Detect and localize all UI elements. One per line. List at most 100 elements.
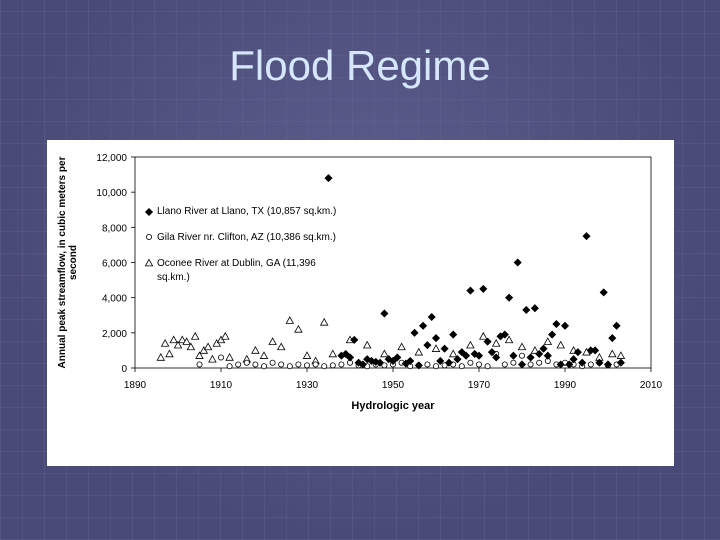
triangle-marker (397, 342, 406, 351)
y-tick-label: 0 (121, 364, 127, 375)
diamond-marker (384, 355, 393, 364)
triangle-marker (259, 351, 269, 359)
diamond-marker (380, 309, 389, 318)
diamond-marker (595, 358, 604, 367)
diamond-marker (513, 258, 522, 267)
circle-marker (146, 234, 153, 241)
diamond-marker (444, 358, 454, 367)
legend-label: Llano River at Llano, TX (10,857 sq.km.) (157, 206, 336, 217)
triangle-marker (302, 351, 312, 359)
y-tick-label: 8,000 (102, 223, 127, 234)
circle-marker (312, 361, 319, 368)
diamond-marker (363, 355, 372, 364)
y-tick-label: 4,000 (102, 294, 127, 305)
x-tick-label: 1950 (382, 380, 405, 391)
triangle-marker (362, 340, 372, 349)
x-tick-label: 1910 (210, 380, 233, 391)
diamond-marker (565, 360, 574, 369)
legend-bg (139, 226, 411, 284)
diamond-marker (375, 358, 385, 367)
diamond-marker (423, 340, 432, 350)
diamond-marker (410, 328, 419, 337)
diamond-marker (418, 321, 428, 330)
diamond-marker (393, 353, 402, 362)
triangle-marker (504, 335, 514, 344)
circle-marker (527, 361, 534, 368)
circle-marker (260, 363, 267, 370)
triangle-marker (169, 335, 178, 344)
diamond-marker (457, 348, 466, 357)
diamond-marker (517, 360, 527, 369)
diamond-marker (350, 335, 359, 345)
triangle-marker (160, 338, 170, 347)
triangle-marker (543, 337, 553, 345)
diamond-marker (573, 348, 583, 357)
triangle-marker (173, 340, 183, 349)
diamond-marker (535, 349, 544, 359)
y-axis-title: Annual peak streamflow, in cubic meters … (57, 156, 79, 368)
diamond-marker (578, 358, 587, 367)
triangle-marker (165, 349, 174, 358)
triangle-marker (294, 324, 303, 333)
x-tick-label: 1890 (124, 380, 147, 391)
series-diamond (324, 173, 626, 370)
triangle-marker (203, 342, 213, 351)
triangle-marker (556, 340, 565, 349)
triangle-marker (431, 344, 441, 352)
y-tick-label: 2,000 (102, 329, 127, 340)
chart-panel: 12,000 10,000 8,000 6,000 4,000 2,000 0 1890 19… (47, 140, 674, 466)
triangle-marker (190, 331, 200, 340)
x-axis-title: Hydrologic year (351, 400, 435, 412)
diamond-marker (552, 319, 561, 329)
y-axis-title-line-2: second (68, 245, 79, 280)
triangle-marker (616, 351, 626, 359)
y-axis-title-line-1: Annual peak streamflow, in cubic meters … (57, 156, 68, 368)
diamond-marker (539, 344, 548, 353)
circle-marker (475, 361, 482, 368)
circle-marker (510, 359, 517, 366)
triangle-marker (144, 258, 154, 267)
triangle-marker (251, 345, 260, 354)
diamond-marker (345, 353, 355, 362)
circle-marker (536, 359, 543, 366)
triangle-marker (182, 337, 191, 345)
diamond-marker (500, 330, 509, 339)
triangle-marker (380, 349, 389, 358)
diamond-marker (616, 358, 626, 367)
circle-marker (458, 363, 465, 370)
circle-marker (278, 361, 285, 368)
circle-marker (235, 361, 242, 368)
x-tick-label: 1970 (468, 380, 491, 391)
x-tick-label: 1990 (554, 380, 577, 391)
triangle-marker (276, 342, 286, 351)
diamond-marker (144, 207, 154, 217)
triangle-marker (268, 337, 277, 345)
triangle-marker (208, 354, 217, 363)
diamond-marker (479, 284, 488, 294)
diamond-marker (569, 355, 578, 364)
circle-marker (286, 363, 293, 370)
circle-marker (338, 361, 345, 368)
slide-title: Flood Regime (229, 42, 491, 89)
circle-marker (321, 363, 328, 370)
triangle-marker (195, 351, 204, 359)
circle-marker (518, 352, 525, 359)
diamond-marker (358, 360, 368, 369)
legend-label: Gila River nr. Clifton, AZ (10,386 sq.km… (157, 232, 336, 243)
circle-marker (424, 361, 431, 368)
triangle-marker (517, 342, 527, 351)
data-markers (156, 173, 626, 370)
triangle-marker (225, 353, 234, 361)
diamond-marker (560, 321, 570, 330)
diamond-marker (431, 333, 441, 343)
x-tick-label: 2010 (640, 380, 663, 391)
circle-marker (295, 361, 302, 368)
diamond-marker (612, 321, 621, 330)
diamond-marker (582, 231, 591, 241)
diamond-marker (590, 346, 600, 355)
triangle-marker (285, 316, 295, 324)
diamond-marker (492, 353, 501, 362)
x-axis: 1890 1910 1930 1950 1970 1990 2010 (124, 368, 663, 391)
triangle-marker (479, 331, 488, 340)
circle-marker (441, 362, 448, 369)
